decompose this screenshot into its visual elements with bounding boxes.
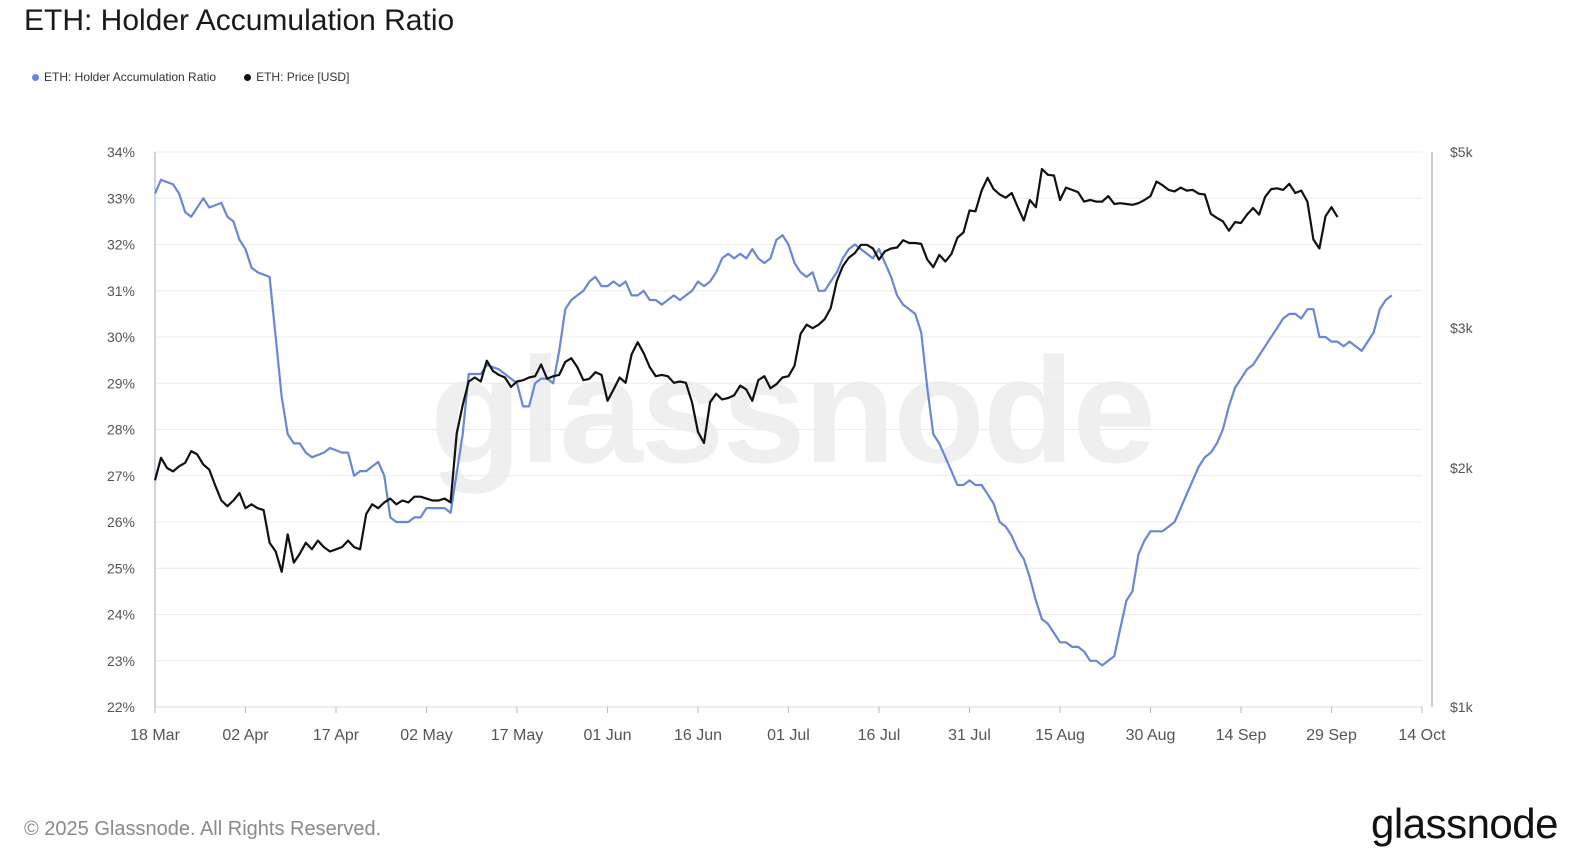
x-tick-label: 01 Jun bbox=[583, 727, 631, 744]
y-left-tick-label: 23% bbox=[107, 653, 135, 669]
y-left-tick-label: 30% bbox=[107, 329, 135, 345]
axes: 22% 23% 24% 25% 26% 27% 28% 29% 30% 31% 32% 33% 34% $… bbox=[107, 144, 1474, 744]
y-left-tick-label: 24% bbox=[107, 607, 135, 623]
x-tick-label: 16 Jun bbox=[674, 727, 722, 744]
y-right-tick-label: $2k bbox=[1450, 460, 1474, 476]
legend-dot-ratio bbox=[32, 73, 39, 81]
y-left-tick-label: 34% bbox=[107, 144, 135, 160]
x-tick-label: 02 May bbox=[400, 727, 452, 744]
series-line-price bbox=[153, 167, 1339, 573]
legend-label-price: ETH: Price [USD] bbox=[256, 70, 350, 84]
legend-item-price[interactable]: ETH: Price [USD] bbox=[244, 70, 349, 84]
series-line-accumulation-ratio bbox=[153, 178, 1393, 667]
x-tick-label: 15 Aug bbox=[1035, 727, 1085, 744]
x-tick-label: 18 Mar bbox=[130, 727, 180, 744]
x-tick-label: 30 Aug bbox=[1126, 727, 1176, 744]
y-left-tick-label: 32% bbox=[107, 237, 135, 253]
y-left-tick-label: 33% bbox=[107, 190, 135, 206]
series-lines bbox=[153, 167, 1393, 667]
y-right-tick-label: $3k bbox=[1450, 320, 1474, 336]
legend-item-ratio[interactable]: ETH: Holder Accumulation Ratio bbox=[32, 70, 216, 84]
legend: ETH: Holder Accumulation Ratio ETH: Pric… bbox=[32, 70, 349, 84]
x-tick-label: 02 Apr bbox=[222, 727, 269, 744]
x-tick-label: 31 Jul bbox=[948, 727, 991, 744]
y-right-tick-label: $5k bbox=[1450, 144, 1474, 160]
y-right-tick-label: $1k bbox=[1450, 699, 1474, 715]
x-tick-label: 16 Jul bbox=[858, 727, 901, 744]
x-tick-label: 14 Oct bbox=[1398, 727, 1446, 744]
chart-title: ETH: Holder Accumulation Ratio bbox=[24, 4, 455, 37]
y-left-tick-label: 25% bbox=[107, 560, 135, 576]
copyright-notice: © 2025 Glassnode. All Rights Reserved. bbox=[24, 818, 382, 840]
x-tick-label: 29 Sep bbox=[1306, 727, 1357, 744]
y-left-tick-label: 26% bbox=[107, 514, 135, 530]
legend-dot-price bbox=[244, 73, 252, 81]
y-left-tick-label: 31% bbox=[107, 283, 135, 299]
y-left-tick-label: 22% bbox=[107, 699, 135, 715]
gridlines bbox=[155, 151, 1422, 708]
y-left-tick-label: 27% bbox=[107, 468, 135, 484]
glassnode-logo: glassnode bbox=[1371, 800, 1558, 847]
x-tick-label: 17 Apr bbox=[313, 727, 360, 744]
x-tick-label: 01 Jul bbox=[767, 727, 810, 744]
watermark: glassnode bbox=[430, 326, 1154, 494]
x-tick-label: 14 Sep bbox=[1216, 727, 1267, 744]
y-left-tick-label: 29% bbox=[107, 375, 135, 391]
y-left-tick-label: 28% bbox=[107, 422, 135, 438]
legend-label-ratio: ETH: Holder Accumulation Ratio bbox=[44, 70, 217, 84]
x-tick-label: 17 May bbox=[491, 727, 543, 744]
